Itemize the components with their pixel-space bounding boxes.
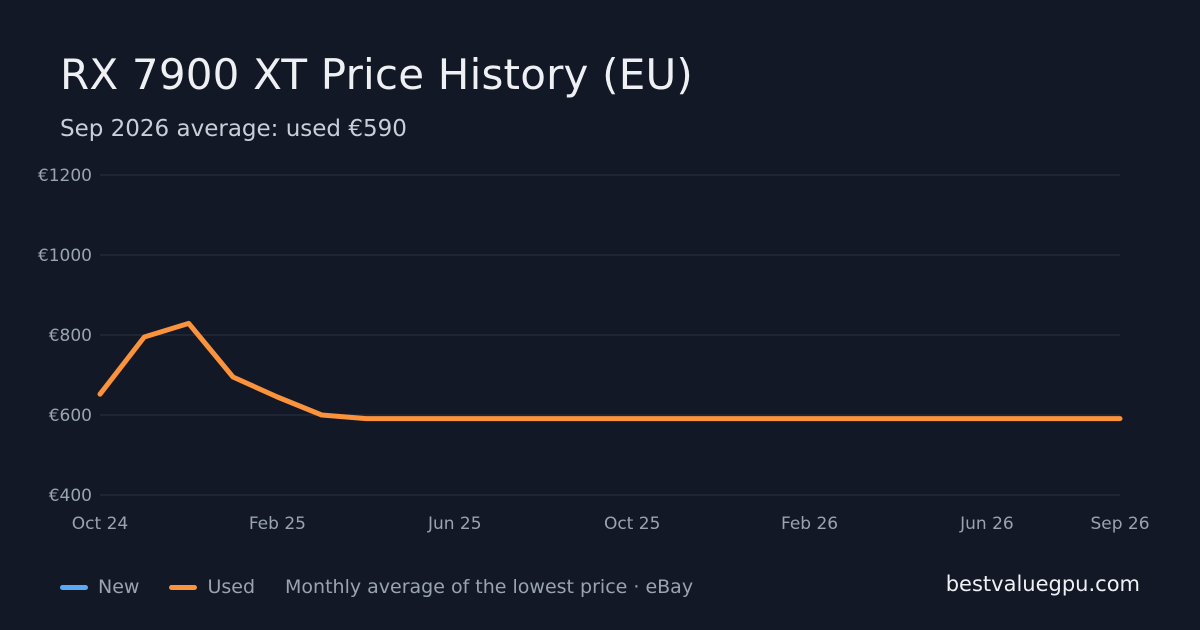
- y-tick-label-1200: €1200: [38, 166, 92, 186]
- x-tick-label-2024-10: Oct 24: [72, 514, 128, 534]
- legend-label-used: Used: [207, 576, 256, 598]
- x-tick-label-2025-10: Oct 25: [604, 514, 660, 534]
- source-note: Monthly average of the lowest price · eB…: [285, 576, 694, 598]
- y-tick-label-800: €800: [49, 326, 92, 346]
- legend-label-new: New: [98, 576, 140, 598]
- legend-item-used[interactable]: Used: [169, 576, 255, 598]
- y-axis-ticks: €400 €600 €800 €1000 €1200: [38, 166, 92, 506]
- chart-subtitle: Sep 2026 average: used €590: [60, 116, 407, 142]
- legend-swatch-new: [60, 584, 88, 590]
- chart-title: RX 7900 XT Price History (EU): [60, 50, 694, 99]
- site-credit[interactable]: bestvaluegpu.com: [945, 572, 1140, 596]
- legend-item-new[interactable]: New: [60, 576, 139, 598]
- x-tick-label-2026-06: Jun 26: [959, 514, 1014, 534]
- y-tick-label-400: €400: [49, 486, 92, 506]
- y-tick-label-600: €600: [49, 406, 92, 426]
- grid-lines: [100, 174, 1120, 496]
- x-tick-label-2026-02: Feb 26: [781, 514, 838, 534]
- x-tick-label-2026-09: Sep 26: [1090, 514, 1149, 534]
- series-lines: [97, 320, 1123, 422]
- series-line-used: [97, 320, 1123, 422]
- legend-swatch-used: [169, 584, 198, 590]
- price-history-chart: €400 €600 €800 €1000 €1200 Oct 24 Feb 25 Jun 2…: [38, 166, 1150, 534]
- chart-legend: New Used Monthly average of the lowest p…: [60, 574, 693, 600]
- x-axis-ticks: Oct 24 Feb 25 Jun 25 Oct 25 Feb 26 Jun 26 Sep …: [72, 514, 1150, 534]
- y-tick-label-1000: €1000: [38, 246, 92, 266]
- x-tick-label-2025-06: Jun 25: [427, 514, 482, 534]
- x-tick-label-2025-02: Feb 25: [249, 514, 306, 534]
